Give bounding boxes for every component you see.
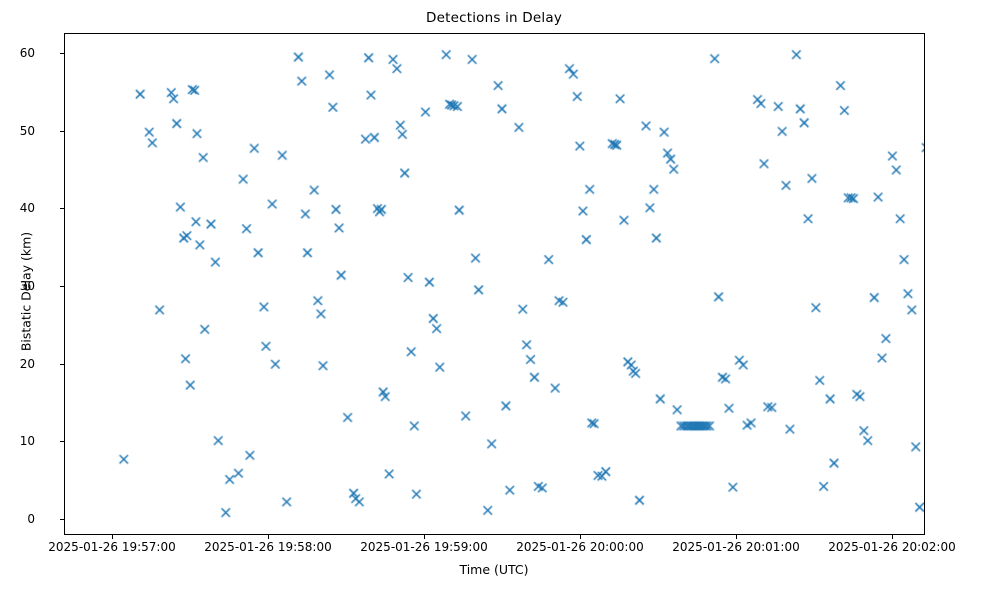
plot-area [64,33,925,535]
y-tick-mark [60,130,64,132]
y-tick-mark [60,519,64,521]
chart-title: Detections in Delay [425,10,563,26]
x-tick-mark [268,535,270,539]
y-tick-label: 40 [19,201,35,216]
x-tick-label: 2025-01-26 20:01:00 [672,540,800,554]
y-tick-mark [60,363,64,365]
x-axis-label: Time (UTC) [459,562,529,577]
x-tick-mark [424,535,426,539]
x-tick-mark [736,535,738,539]
x-tick-label: 2025-01-26 19:57:00 [48,540,176,554]
y-tick-label: 30 [19,279,35,293]
x-tick-mark [580,535,582,539]
y-tick-mark [60,208,64,210]
y-tick-mark [60,441,64,443]
x-tick-label: 2025-01-26 19:58:00 [204,540,332,554]
scatter-points-layer [65,34,924,534]
y-axis-label: Bistatic Delay (km) [18,231,34,352]
y-tick-label: 60 [19,46,35,60]
y-tick-mark [60,53,64,55]
y-tick-label: 50 [19,123,35,138]
y-tick-mark [60,286,64,288]
x-tick-mark [112,535,114,539]
x-tick-label: 2025-01-26 20:02:00 [828,540,956,554]
x-tick-label: 2025-01-26 20:00:00 [516,540,644,554]
y-tick-label: 20 [19,356,35,371]
y-tick-label: 0 [27,512,35,526]
x-tick-label: 2025-01-26 19:59:00 [360,540,488,554]
x-tick-mark [892,535,894,539]
y-tick-label: 10 [19,434,35,449]
